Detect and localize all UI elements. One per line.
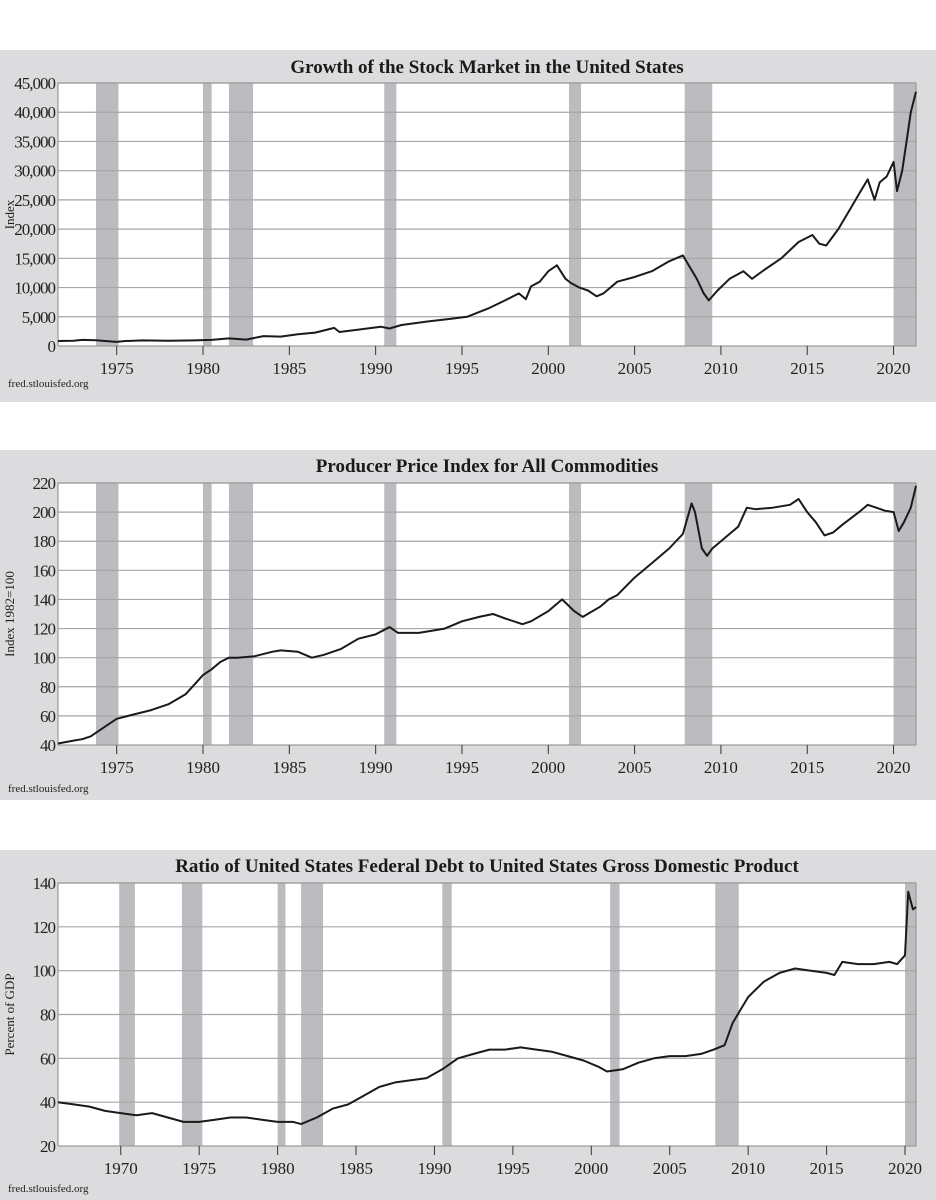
recession-band bbox=[684, 83, 713, 346]
x-tick-label: 2005 bbox=[653, 1159, 687, 1178]
recession-band bbox=[228, 83, 254, 346]
x-tick-label: 2015 bbox=[790, 758, 824, 777]
x-tick-label: 2000 bbox=[531, 359, 565, 378]
x-tick-label: 2010 bbox=[704, 758, 738, 777]
x-tick-label: 1990 bbox=[359, 758, 393, 777]
recession-band bbox=[203, 83, 212, 346]
recession-band bbox=[569, 483, 582, 745]
x-tick-label: 2015 bbox=[810, 1159, 844, 1178]
x-tick-label: 1975 bbox=[182, 1159, 216, 1178]
chart-title: Producer Price Index for All Commodities bbox=[316, 456, 658, 477]
y-axis-label: Percent of GDP bbox=[2, 973, 17, 1055]
x-tick-label: 1975 bbox=[100, 758, 134, 777]
x-tick-label: 1980 bbox=[186, 758, 220, 777]
y-tick-label: 40,000 bbox=[14, 103, 55, 122]
y-tick-label: 30,000 bbox=[14, 162, 55, 181]
y-tick-label: 80 bbox=[40, 678, 56, 697]
plot-area bbox=[57, 482, 917, 746]
chart-panel-ppi: Producer Price Index for All Commodities… bbox=[0, 450, 936, 800]
x-tick-label: 1975 bbox=[100, 359, 134, 378]
stock-market-chart: Growth of the Stock Market in the United… bbox=[2, 57, 917, 390]
y-tick-label: 40 bbox=[40, 1093, 56, 1112]
recession-band bbox=[95, 83, 119, 346]
y-tick-label: 160 bbox=[33, 561, 56, 580]
recession-band bbox=[228, 483, 254, 745]
x-tick-label: 1995 bbox=[445, 758, 479, 777]
recession-band bbox=[384, 483, 397, 745]
plot-border bbox=[57, 82, 917, 347]
recession-band bbox=[203, 483, 212, 745]
y-tick-label: 140 bbox=[33, 590, 56, 609]
y-tick-label: 40 bbox=[40, 736, 56, 755]
source-credit: fred.stlouisfed.org bbox=[8, 783, 89, 795]
y-tick-label: 10,000 bbox=[14, 279, 55, 298]
x-tick-label: 1995 bbox=[445, 359, 479, 378]
recession-band bbox=[569, 83, 582, 346]
x-tick-label: 2000 bbox=[531, 758, 565, 777]
series-line bbox=[57, 485, 917, 745]
y-tick-label: 200 bbox=[33, 503, 56, 522]
recession-band bbox=[384, 83, 397, 346]
y-tick-label: 0 bbox=[48, 337, 56, 356]
y-tick-label: 20,000 bbox=[14, 220, 55, 239]
x-tick-label: 2020 bbox=[888, 1159, 922, 1178]
x-tick-label: 2010 bbox=[704, 359, 738, 378]
debt-to-gdp-chart: Ratio of United States Federal Debt to U… bbox=[2, 856, 922, 1195]
x-tick-label: 1990 bbox=[417, 1159, 451, 1178]
y-tick-label: 120 bbox=[33, 620, 56, 639]
recession-band bbox=[893, 483, 916, 745]
y-tick-label: 80 bbox=[40, 1006, 56, 1025]
x-tick-label: 2010 bbox=[731, 1159, 765, 1178]
x-tick-label: 2015 bbox=[790, 359, 824, 378]
y-tick-label: 35,000 bbox=[14, 132, 55, 151]
recession-band bbox=[95, 483, 119, 745]
x-tick-label: 1985 bbox=[339, 1159, 373, 1178]
y-tick-label: 140 bbox=[33, 874, 56, 893]
source-credit: fred.stlouisfed.org bbox=[8, 378, 89, 390]
y-tick-label: 5,000 bbox=[22, 308, 56, 327]
y-tick-label: 15,000 bbox=[14, 249, 55, 268]
y-tick-label: 100 bbox=[33, 962, 56, 981]
chart-panel-stock-market: Growth of the Stock Market in the United… bbox=[0, 50, 936, 402]
plot-area bbox=[57, 82, 917, 347]
chart-title: Ratio of United States Federal Debt to U… bbox=[175, 856, 799, 877]
y-tick-label: 220 bbox=[33, 474, 56, 493]
y-tick-label: 25,000 bbox=[14, 191, 55, 210]
y-axis-label: Index bbox=[2, 199, 17, 229]
x-tick-label: 2020 bbox=[877, 359, 911, 378]
y-tick-label: 45,000 bbox=[14, 74, 55, 93]
recession-band bbox=[893, 83, 916, 346]
recession-band bbox=[684, 483, 713, 745]
source-credit: fred.stlouisfed.org bbox=[8, 1183, 89, 1195]
x-tick-label: 1985 bbox=[272, 758, 306, 777]
x-tick-label: 1980 bbox=[186, 359, 220, 378]
plot-border bbox=[57, 882, 917, 1147]
x-tick-label: 1970 bbox=[104, 1159, 138, 1178]
y-tick-label: 20 bbox=[40, 1137, 56, 1156]
x-tick-label: 1985 bbox=[272, 359, 306, 378]
y-tick-label: 100 bbox=[33, 649, 56, 668]
x-tick-label: 2020 bbox=[877, 758, 911, 777]
x-tick-label: 2000 bbox=[574, 1159, 608, 1178]
y-axis-label: Index 1982=100 bbox=[2, 571, 17, 657]
x-tick-label: 1995 bbox=[496, 1159, 530, 1178]
x-tick-label: 1980 bbox=[261, 1159, 295, 1178]
y-tick-label: 180 bbox=[33, 532, 56, 551]
chart-panel-debt-gdp: Ratio of United States Federal Debt to U… bbox=[0, 850, 936, 1200]
y-tick-label: 120 bbox=[33, 918, 56, 937]
x-tick-label: 2005 bbox=[618, 359, 652, 378]
series-line bbox=[57, 890, 917, 1126]
x-tick-label: 1990 bbox=[359, 359, 393, 378]
y-tick-label: 60 bbox=[40, 707, 56, 726]
x-tick-label: 2005 bbox=[618, 758, 652, 777]
plot-border bbox=[57, 482, 917, 746]
y-tick-label: 60 bbox=[40, 1049, 56, 1068]
chart-title: Growth of the Stock Market in the United… bbox=[290, 57, 683, 78]
ppi-chart: Producer Price Index for All Commodities… bbox=[2, 456, 917, 795]
series-line bbox=[57, 91, 917, 343]
